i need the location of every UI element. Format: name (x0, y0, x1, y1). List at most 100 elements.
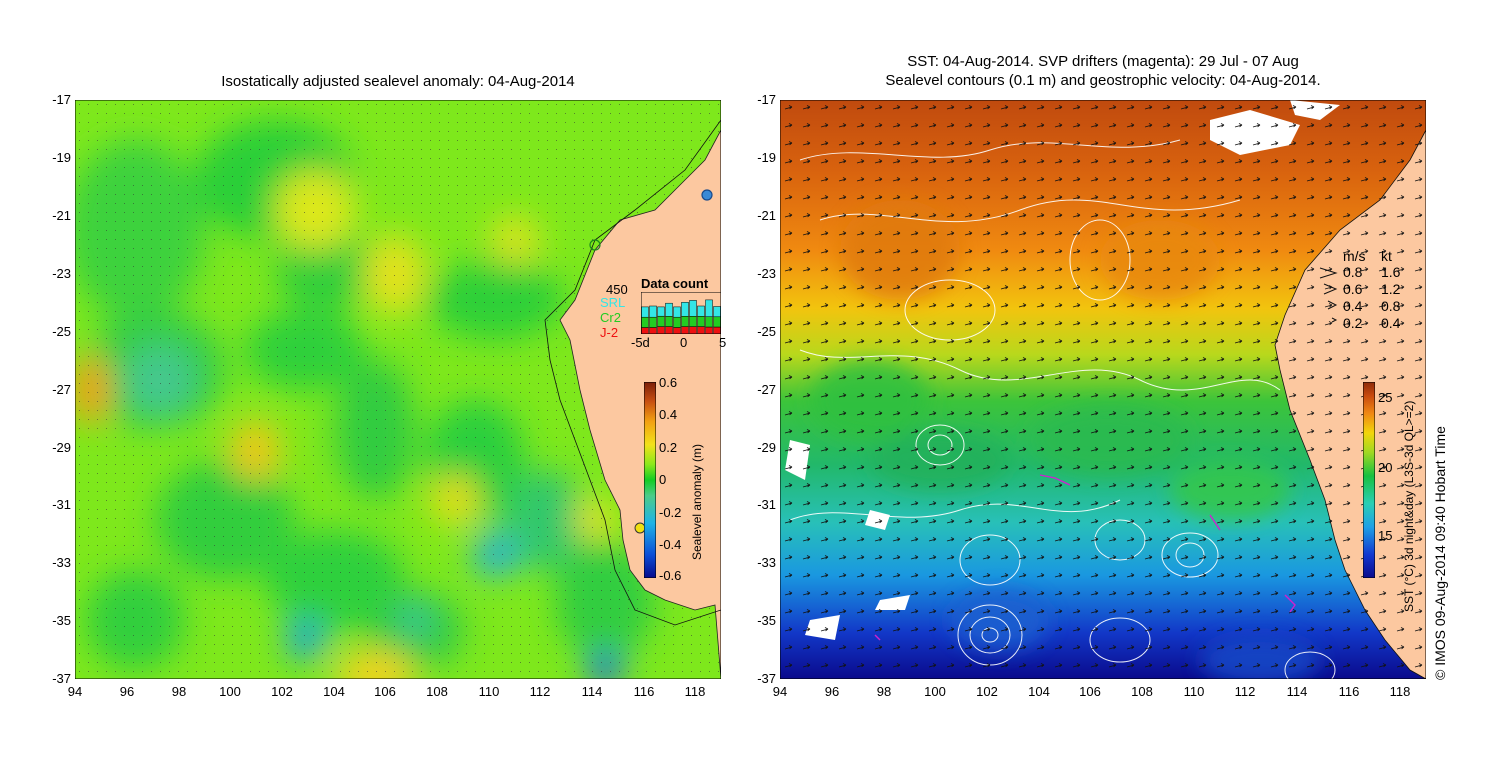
y-tick: -33 (52, 555, 71, 570)
y-tick: -25 (52, 324, 71, 339)
data-count-bar-srl (649, 305, 657, 318)
data-count-bar-cr2 (641, 316, 649, 328)
data-count-bar-j-2 (649, 327, 657, 334)
data-count-bar-j-2 (697, 326, 705, 334)
velocity-kt: 1.2 (1381, 281, 1401, 297)
cbar-tick: 0.4 (659, 407, 678, 422)
data-count-bar-j-2 (657, 326, 665, 334)
x-tick: 94 (67, 684, 83, 699)
x-tick: 112 (1234, 684, 1256, 699)
x-tick: 116 (633, 684, 655, 699)
velocity-ms: 0.8 (1343, 264, 1363, 280)
x-tick: 96 (824, 684, 840, 699)
data-count-bar-j-2 (641, 327, 649, 334)
data-count-bar-cr2 (705, 316, 713, 328)
data-count-bar-srl (681, 302, 689, 317)
cbar-tick: 0.2 (659, 440, 678, 455)
y-tick: -23 (52, 266, 71, 281)
data-count-max: 450 (606, 282, 628, 297)
y-tick: -19 (52, 150, 71, 165)
x-tick: 98 (876, 684, 892, 699)
data-count-bar-cr2 (697, 316, 705, 327)
y-tick: -27 (52, 382, 71, 397)
shelf-contour (544, 119, 721, 626)
velocity-ms: 0.2 (1343, 315, 1363, 331)
y-tick: -37 (52, 671, 71, 686)
x-tick: 100 (219, 684, 241, 699)
x-tick: 118 (684, 684, 706, 699)
data-count-bar-cr2 (673, 316, 681, 328)
right-panel-title-1: SST: 04-Aug-2014. SVP drifters (magenta)… (907, 53, 1299, 70)
data-count-bar-srl (705, 299, 713, 317)
data-count-bars (641, 292, 721, 334)
data-count-bar-j-2 (673, 327, 681, 334)
data-count-title: Data count (641, 276, 709, 291)
data-count-bar-srl (665, 302, 673, 317)
y-tick: -17 (757, 92, 776, 107)
data-count-bar-srl (689, 300, 697, 317)
legend-cr2: Cr2 (600, 310, 621, 325)
x-tick: 100 (924, 684, 946, 699)
y-tick: -21 (52, 208, 71, 223)
data-count-bar-srl (641, 306, 649, 318)
data-count-bar-j-2 (665, 326, 673, 334)
sla-colorbar (644, 382, 656, 578)
x-tick: 118 (1389, 684, 1411, 699)
y-tick: -29 (757, 440, 776, 455)
data-count-bar-j-2 (713, 326, 721, 334)
tide-gauge-marker (701, 189, 713, 201)
y-tick: -31 (52, 497, 71, 512)
x-tick: 112 (529, 684, 551, 699)
velocity-header-ms: m/s (1343, 248, 1366, 264)
y-tick: -25 (757, 324, 776, 339)
cbar-tick: -0.4 (659, 537, 682, 552)
x-tick: 94 (772, 684, 788, 699)
data-count-bar-cr2 (657, 316, 665, 327)
x-tick: 106 (1079, 684, 1101, 699)
geostrophic-velocity-arrows (780, 100, 1426, 679)
x-tick: 96 (119, 684, 135, 699)
x-tick: 106 (374, 684, 396, 699)
x-tick: 102 (271, 684, 293, 699)
x-tick: 104 (1028, 684, 1050, 699)
data-count-bar-srl (713, 306, 721, 318)
y-tick: -17 (52, 92, 71, 107)
data-count-bar-srl (657, 306, 665, 317)
dc-x-label: 0 (680, 335, 688, 350)
data-count-bar-cr2 (681, 316, 689, 327)
y-tick: -23 (757, 266, 776, 281)
cbar-tick: 15 (1378, 528, 1393, 543)
data-count-bar-j-2 (705, 326, 713, 334)
velocity-arrow-icons (1319, 267, 1338, 323)
dc-x-label: 5 (719, 335, 727, 350)
cbar-tick: 0.6 (659, 375, 678, 390)
left-panel-title: Isostatically adjusted sealevel anomaly:… (221, 73, 575, 90)
x-tick: 110 (1183, 684, 1205, 699)
sla-colorbar-label: Sealevel anomaly (m) (690, 443, 704, 560)
data-count-bar-j-2 (689, 326, 697, 334)
data-count-bar-cr2 (689, 316, 697, 327)
cbar-tick: -0.2 (659, 505, 682, 520)
data-count-bar-cr2 (649, 316, 657, 328)
data-count-bar-cr2 (713, 316, 721, 328)
tide-gauge-marker (589, 239, 601, 251)
x-tick: 114 (581, 684, 603, 699)
y-tick: -21 (757, 208, 776, 223)
sst-map (780, 100, 1426, 679)
cbar-tick: 0 (659, 472, 667, 487)
x-tick: 108 (1131, 684, 1153, 699)
sst-colorbar (1363, 382, 1375, 578)
cbar-tick: -0.6 (659, 568, 682, 583)
svp-drifter-tracks (874, 474, 1296, 641)
y-tick: -19 (757, 150, 776, 165)
x-tick: 114 (1286, 684, 1308, 699)
y-tick: -35 (52, 613, 71, 628)
velocity-header-kt: kt (1381, 248, 1392, 264)
y-tick: -33 (757, 555, 776, 570)
y-tick: -37 (757, 671, 776, 686)
velocity-kt: 0.4 (1381, 315, 1401, 331)
x-tick: 116 (1338, 684, 1360, 699)
y-tick: -35 (757, 613, 776, 628)
x-tick: 110 (478, 684, 500, 699)
sla-map (75, 100, 721, 679)
